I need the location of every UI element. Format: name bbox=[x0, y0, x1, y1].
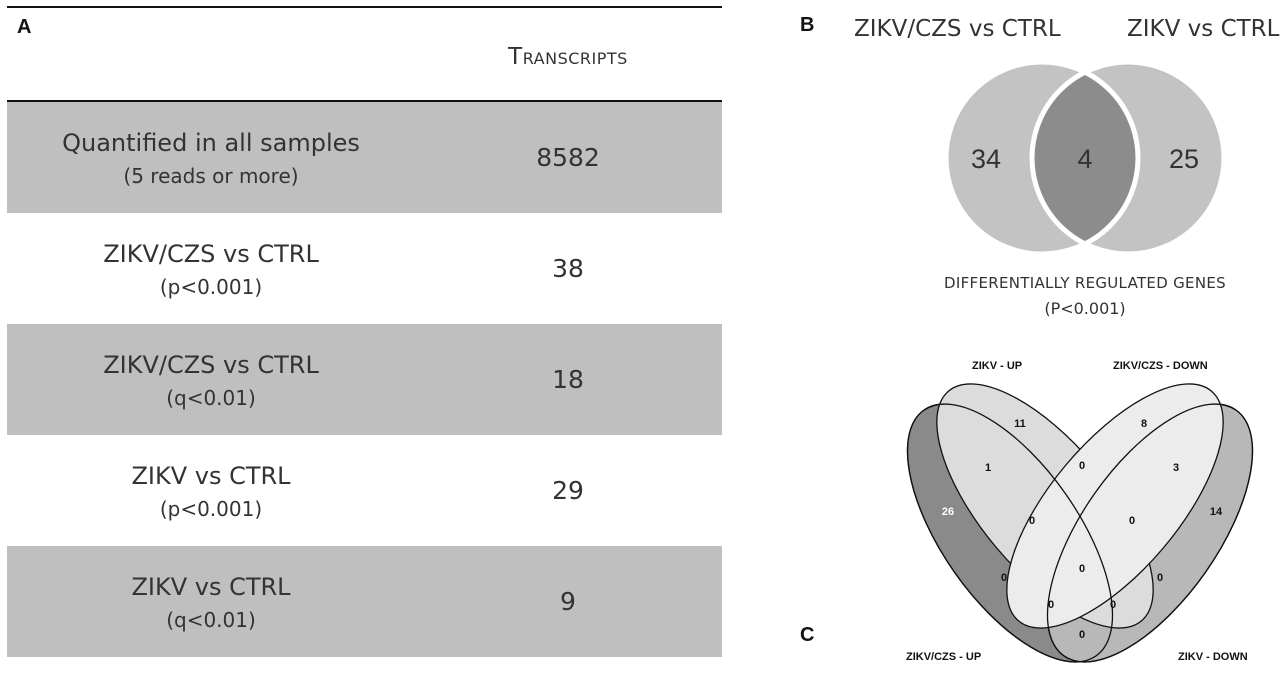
count-upper-left-inner: 0 bbox=[1029, 515, 1035, 527]
count-bottom: 0 bbox=[1079, 629, 1085, 641]
panel-a-letter: A bbox=[17, 16, 32, 38]
venn-right-title: ZIKV vs CTRL bbox=[1127, 16, 1280, 42]
venn-right-circle bbox=[1032, 62, 1224, 254]
row-label: ZIKV vs CTRL (p<0.001) bbox=[7, 435, 415, 546]
row-label: ZIKV/CZS vs CTRL (q<0.01) bbox=[7, 324, 415, 435]
row-label-main: ZIKV vs CTRL bbox=[131, 461, 291, 490]
count-lower-left: 0 bbox=[1048, 599, 1054, 611]
table-header-rule bbox=[7, 100, 722, 102]
venn-left-count: 34 bbox=[971, 144, 1001, 174]
count-zikvczs-up-and-zikv-up: 1 bbox=[985, 462, 991, 474]
panel-c-letter: C bbox=[800, 624, 815, 646]
count-mid-left: 0 bbox=[1001, 572, 1007, 584]
set-zikvczs-down bbox=[1006, 383, 1224, 629]
table-top-rule bbox=[7, 6, 722, 8]
row-label: ZIKV/CZS vs CTRL (p<0.001) bbox=[7, 213, 415, 324]
row-label-sub: (q<0.01) bbox=[166, 385, 256, 410]
row-label-main: Quantified in all samples bbox=[62, 128, 360, 157]
venn-left-circle bbox=[946, 62, 1138, 254]
row-label-main: ZIKV/CZS vs CTRL bbox=[103, 350, 319, 379]
row-value: 18 bbox=[552, 365, 584, 394]
table-row: ZIKV vs CTRL (q<0.01) 9 bbox=[7, 546, 722, 657]
set-zikvczs-up bbox=[906, 403, 1114, 663]
set-zikv-down bbox=[1046, 403, 1254, 663]
venn-caption: DIFFERENTIALLY REGULATED GENES bbox=[944, 274, 1226, 292]
row-value: 9 bbox=[560, 587, 576, 616]
venn-left-title: ZIKV/CZS vs CTRL bbox=[854, 16, 1061, 42]
table-row: ZIKV/CZS vs CTRL (p<0.001) 38 bbox=[7, 213, 722, 324]
row-label-sub: (p<0.001) bbox=[159, 496, 263, 521]
set-label-zikvczs-down: ZIKV/CZS - DOWN bbox=[1113, 360, 1208, 372]
count-center: 0 bbox=[1079, 563, 1085, 575]
venn-overlap-count: 4 bbox=[1077, 144, 1092, 174]
count-only-zikv-down: 14 bbox=[1210, 506, 1223, 518]
row-label-sub: (q<0.01) bbox=[166, 607, 256, 632]
set-label-zikv-down: ZIKV - DOWN bbox=[1178, 651, 1248, 663]
count-zikv-up-and-zikvczs-down: 0 bbox=[1079, 460, 1085, 472]
venn-right-circle-border bbox=[1029, 59, 1227, 257]
row-label-main: ZIKV vs CTRL bbox=[131, 572, 291, 601]
row-value: 38 bbox=[552, 254, 584, 283]
count-lower-right: 0 bbox=[1110, 599, 1116, 611]
table-row: ZIKV/CZS vs CTRL (q<0.01) 18 bbox=[7, 324, 722, 435]
row-value: 8582 bbox=[536, 143, 600, 172]
count-only-zikv-up: 11 bbox=[1014, 418, 1026, 430]
venn-left-circle-border bbox=[943, 59, 1141, 257]
row-label: ZIKV vs CTRL (q<0.01) bbox=[7, 546, 415, 657]
set-zikv-down-outline bbox=[1046, 403, 1254, 663]
venn-overlap-region bbox=[1032, 62, 1138, 254]
row-label-sub: (p<0.001) bbox=[159, 274, 263, 299]
count-only-zikvczs-up: 26 bbox=[942, 506, 954, 518]
panel-b-letter: B bbox=[800, 14, 815, 36]
row-value: 29 bbox=[552, 476, 584, 505]
set-zikv-up bbox=[936, 383, 1154, 629]
venn-right-count: 25 bbox=[1169, 144, 1199, 174]
row-label-main: ZIKV/CZS vs CTRL bbox=[103, 239, 319, 268]
row-label: Quantified in all samples (5 reads or mo… bbox=[7, 102, 415, 213]
table-row: Quantified in all samples (5 reads or mo… bbox=[7, 102, 722, 213]
set-label-zikv-up: ZIKV - UP bbox=[972, 360, 1023, 372]
row-label-sub: (5 reads or more) bbox=[123, 163, 299, 188]
count-zikvczs-down-and-zikv-down: 3 bbox=[1173, 462, 1179, 474]
count-upper-right-inner: 0 bbox=[1129, 515, 1135, 527]
transcripts-table: Transcripts Quantified in all samples (5… bbox=[7, 6, 722, 657]
venn-caption-threshold: (P<0.001) bbox=[1044, 299, 1126, 318]
count-only-zikvczs-down: 8 bbox=[1141, 418, 1147, 430]
count-mid-right: 0 bbox=[1157, 572, 1163, 584]
column-header-transcripts: Transcripts bbox=[508, 44, 628, 70]
set-zikvczs-up-outline bbox=[906, 403, 1114, 663]
set-label-zikvczs-up: ZIKV/CZS - UP bbox=[906, 651, 982, 663]
table-row: ZIKV vs CTRL (p<0.001) 29 bbox=[7, 435, 722, 546]
